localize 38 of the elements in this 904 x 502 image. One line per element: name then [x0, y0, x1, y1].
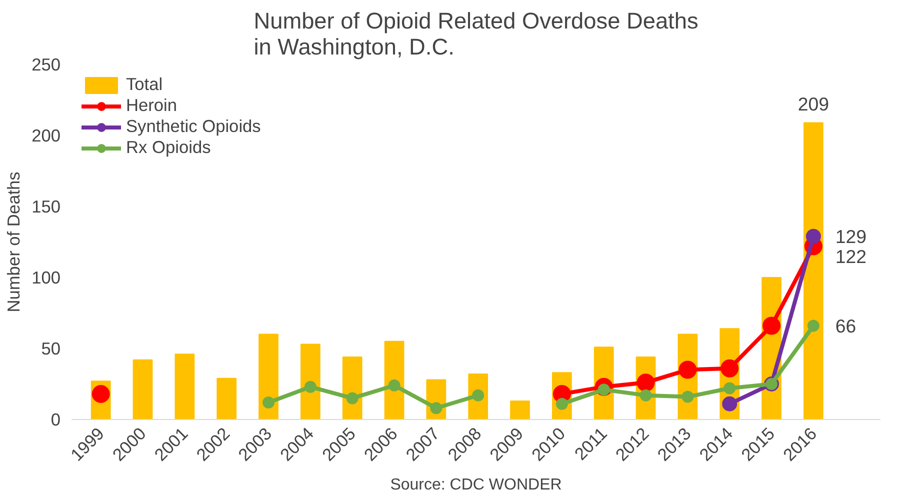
y-tick-label: 250 [32, 54, 61, 74]
point [678, 360, 697, 379]
point [682, 390, 694, 403]
point [556, 398, 568, 410]
chart-title: Number of Opioid Related Overdose Deaths in Washington, D.C. [254, 8, 698, 60]
point [388, 379, 400, 392]
point [722, 396, 738, 412]
source-note: Source: CDC WONDER [390, 476, 562, 494]
y-tick-label: 100 [32, 268, 61, 288]
legend-label: Synthetic Opioids [126, 116, 261, 137]
point [806, 228, 821, 244]
bar [384, 340, 404, 420]
y-tick-label: 50 [41, 338, 61, 358]
bar [216, 378, 237, 420]
y-tick-label: 200 [32, 126, 61, 146]
data-label: 122 [835, 246, 867, 268]
point [762, 316, 781, 335]
data-label: 66 [835, 315, 856, 336]
bar [132, 359, 153, 420]
data-label: 209 [798, 94, 830, 115]
y-tick-label: 150 [32, 196, 61, 216]
legend-label: Total [126, 74, 163, 95]
point [304, 380, 316, 393]
legend-label: Rx Opioids [126, 137, 211, 158]
bar [258, 334, 278, 420]
data-label: 129 [835, 226, 867, 247]
y-tick-label: 0 [50, 410, 61, 430]
bar [174, 354, 195, 420]
y-axis-title: Number of Deaths [4, 171, 24, 312]
point [807, 320, 820, 332]
point [640, 389, 652, 402]
point [262, 396, 275, 408]
point [346, 392, 358, 404]
bar [510, 400, 530, 420]
point [430, 402, 442, 414]
point [724, 382, 736, 394]
point [720, 359, 739, 378]
legend-label: Heroin [126, 95, 178, 116]
